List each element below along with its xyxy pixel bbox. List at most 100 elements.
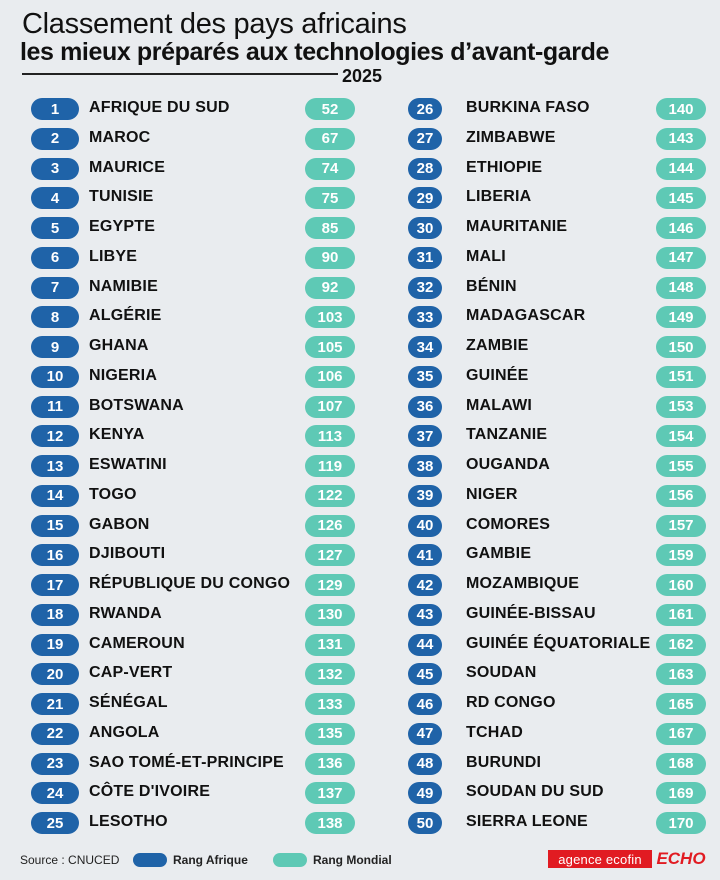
country-name: RWANDA [89,604,162,622]
rank-mondial-badge: 165 [656,693,706,715]
country-name: GUINÉE ÉQUATORIALE [466,634,651,652]
table-row: 44 GUINÉE ÉQUATORIALE 162 [408,633,706,656]
table-row: 11 BOTSWANA 107 [31,395,355,418]
country-name: TOGO [89,485,137,503]
rank-afrique-badge: 36 [408,395,442,418]
legend-swatch-mondial [273,853,307,867]
rank-afrique-badge: 41 [408,544,442,567]
title-year: 2025 [342,66,383,86]
rank-mondial-badge: 143 [656,127,706,150]
table-row: 40 COMORES 157 [408,514,706,537]
country-name: GABON [89,515,150,533]
rank-mondial-badge: 130 [305,603,355,626]
rank-afrique-badge: 23 [31,752,79,775]
rank-mondial-badge: 146 [656,217,706,239]
table-row: 17 RÉPUBLIQUE DU CONGO 129 [31,574,355,596]
rank-mondial-badge: 149 [656,306,706,329]
rank-afrique-badge: 13 [31,455,79,477]
table-row: 2 MAROC 67 [31,127,355,150]
rank-afrique-badge: 15 [31,514,79,537]
table-row: 18 RWANDA 130 [31,603,355,626]
rank-afrique-badge: 7 [31,276,79,299]
table-row: 43 GUINÉE-BISSAU 161 [408,603,706,626]
table-row: 19 CAMEROUN 131 [31,633,355,656]
agence-ecofin-logo: agence ecofin [548,850,652,868]
country-name: LIBERIA [466,188,532,206]
rank-mondial-badge: 131 [305,633,355,656]
rank-mondial-badge: 159 [656,544,706,567]
country-name: BURUNDI [466,753,542,771]
country-name: SAO TOMÉ-ET-PRINCIPE [89,753,284,771]
country-name: SOUDAN DU SUD [466,783,604,801]
table-row: 33 MADAGASCAR 149 [408,306,706,329]
rank-mondial-badge: 135 [305,722,355,745]
rank-mondial-badge: 67 [305,127,355,150]
table-row: 29 LIBERIA 145 [408,187,706,210]
country-name: MALI [466,247,506,265]
rank-mondial-badge: 145 [656,187,706,210]
rank-mondial-badge: 153 [656,395,706,418]
rank-mondial-badge: 169 [656,782,706,805]
rank-afrique-badge: 39 [408,484,442,507]
rank-mondial-badge: 106 [305,365,355,388]
table-row: 39 NIGER 156 [408,484,706,507]
table-row: 24 CÔTE D'IVOIRE 137 [31,782,355,805]
rank-afrique-badge: 16 [31,544,79,567]
rank-afrique-badge: 8 [31,306,79,329]
country-name: NAMIBIE [89,277,158,295]
country-name: DJIBOUTI [89,545,166,563]
country-name: LESOTHO [89,813,168,830]
rank-afrique-badge: 5 [31,217,79,239]
table-row: 16 DJIBOUTI 127 [31,544,355,567]
source-label: Source : CNUCED [20,853,120,867]
rank-mondial-badge: 122 [305,484,355,507]
rank-afrique-badge: 21 [31,693,79,715]
title-divider [22,73,338,75]
country-name: ZIMBABWE [466,128,556,146]
table-row: 27 ZIMBABWE 143 [408,127,706,150]
rank-afrique-badge: 49 [408,782,442,805]
country-name: CÔTE D'IVOIRE [89,783,211,801]
table-row: 48 BURUNDI 168 [408,752,706,775]
table-row: 36 MALAWI 153 [408,395,706,418]
table-row: 9 GHANA 105 [31,336,355,358]
country-name: BOTSWANA [89,396,184,414]
rank-afrique-badge: 26 [408,98,442,120]
legend-label-mondial: Rang Mondial [313,853,392,867]
rank-mondial-badge: 160 [656,574,706,596]
table-row: 28 ETHIOPIE 144 [408,157,706,180]
rank-mondial-badge: 92 [305,276,355,299]
country-name: CAMEROUN [89,634,185,652]
rank-afrique-badge: 6 [31,246,79,269]
country-name: MADAGASCAR [466,307,586,325]
country-name: COMORES [466,515,551,533]
rank-mondial-badge: 126 [305,514,355,537]
rank-mondial-badge: 103 [305,306,355,329]
rank-afrique-badge: 31 [408,246,442,269]
rank-mondial-badge: 161 [656,603,706,626]
table-row: 41 GAMBIE 159 [408,544,706,567]
rank-mondial-badge: 74 [305,157,355,180]
rank-mondial-badge: 168 [656,752,706,775]
table-row: 12 KENYA 113 [31,425,355,448]
country-name: MALAWI [466,396,533,414]
table-row: 35 GUINÉE 151 [408,365,706,388]
country-name: TUNISIE [89,188,154,206]
rank-mondial-badge: 132 [305,663,355,686]
table-row: 34 ZAMBIE 150 [408,336,706,358]
country-name: MAURITANIE [466,218,568,235]
rank-afrique-badge: 11 [31,395,79,418]
rank-mondial-badge: 137 [305,782,355,805]
rank-afrique-badge: 3 [31,157,79,180]
title-line-2: les mieux préparés aux technologies d’av… [20,38,609,66]
country-name: LIBYE [89,247,138,265]
table-row: 4 TUNISIE 75 [31,187,355,210]
table-row: 42 MOZAMBIQUE 160 [408,574,706,596]
country-name: GUINÉE [466,366,529,384]
table-row: 38 OUGANDA 155 [408,455,706,477]
country-name: MAURICE [89,158,166,176]
rank-afrique-badge: 47 [408,722,442,745]
table-row: 23 SAO TOMÉ-ET-PRINCIPE 136 [31,752,355,775]
country-name: BÉNIN [466,277,517,295]
